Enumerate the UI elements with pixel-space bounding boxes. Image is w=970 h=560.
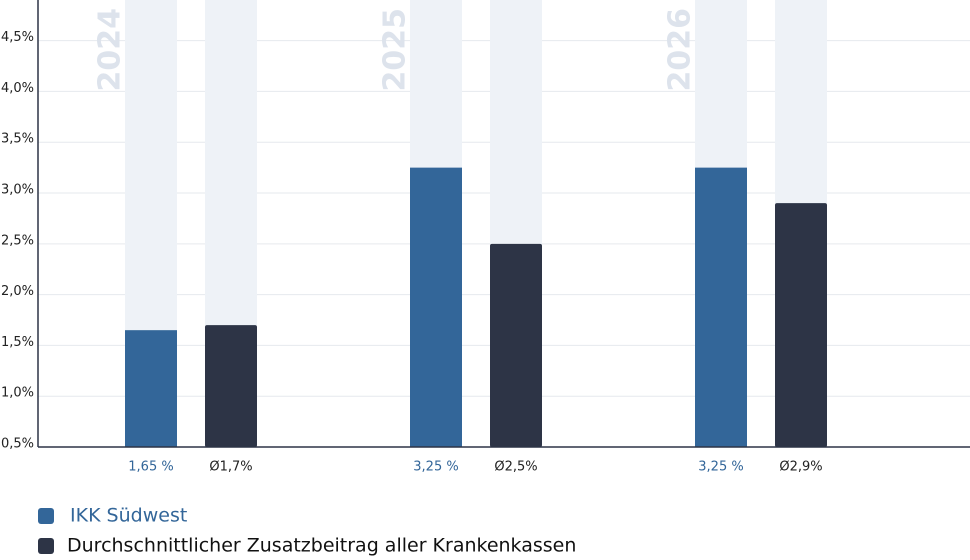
- bar: [410, 167, 462, 447]
- bar: [125, 330, 177, 447]
- y-tick-label: 3,5%: [1, 132, 34, 147]
- legend-label: IKK Südwest: [70, 505, 187, 527]
- y-tick-label: 2,5%: [1, 233, 34, 248]
- y-tick-label: 1,5%: [1, 335, 34, 350]
- bar: [695, 167, 747, 447]
- bar: [775, 203, 827, 447]
- value-label: Ø1,7%: [209, 460, 252, 475]
- legend-label: Durchschnittlicher Zusatzbeitrag aller K…: [67, 535, 576, 557]
- y-tick-label: 4,5%: [1, 30, 34, 45]
- bar: [490, 243, 542, 447]
- value-label: Ø2,5%: [494, 460, 537, 475]
- y-tick-label: 3,0%: [1, 183, 34, 198]
- value-label: Ø2,9%: [779, 460, 822, 475]
- y-tick-label: 2,0%: [1, 284, 34, 299]
- value-label: 3,25 %: [413, 460, 458, 475]
- y-tick-label: 1,0%: [1, 386, 34, 401]
- value-label: 3,25 %: [698, 460, 743, 475]
- y-tick-label: 4,0%: [1, 81, 34, 96]
- legend-swatch: [38, 538, 54, 554]
- year-label: 2026: [663, 8, 698, 92]
- legend-swatch: [38, 508, 54, 524]
- year-label: 2025: [378, 8, 413, 92]
- bar: [205, 325, 257, 447]
- value-label: 1,65 %: [128, 460, 173, 475]
- y-tick-label: 0,5%: [1, 437, 34, 452]
- year-label: 2024: [93, 8, 128, 92]
